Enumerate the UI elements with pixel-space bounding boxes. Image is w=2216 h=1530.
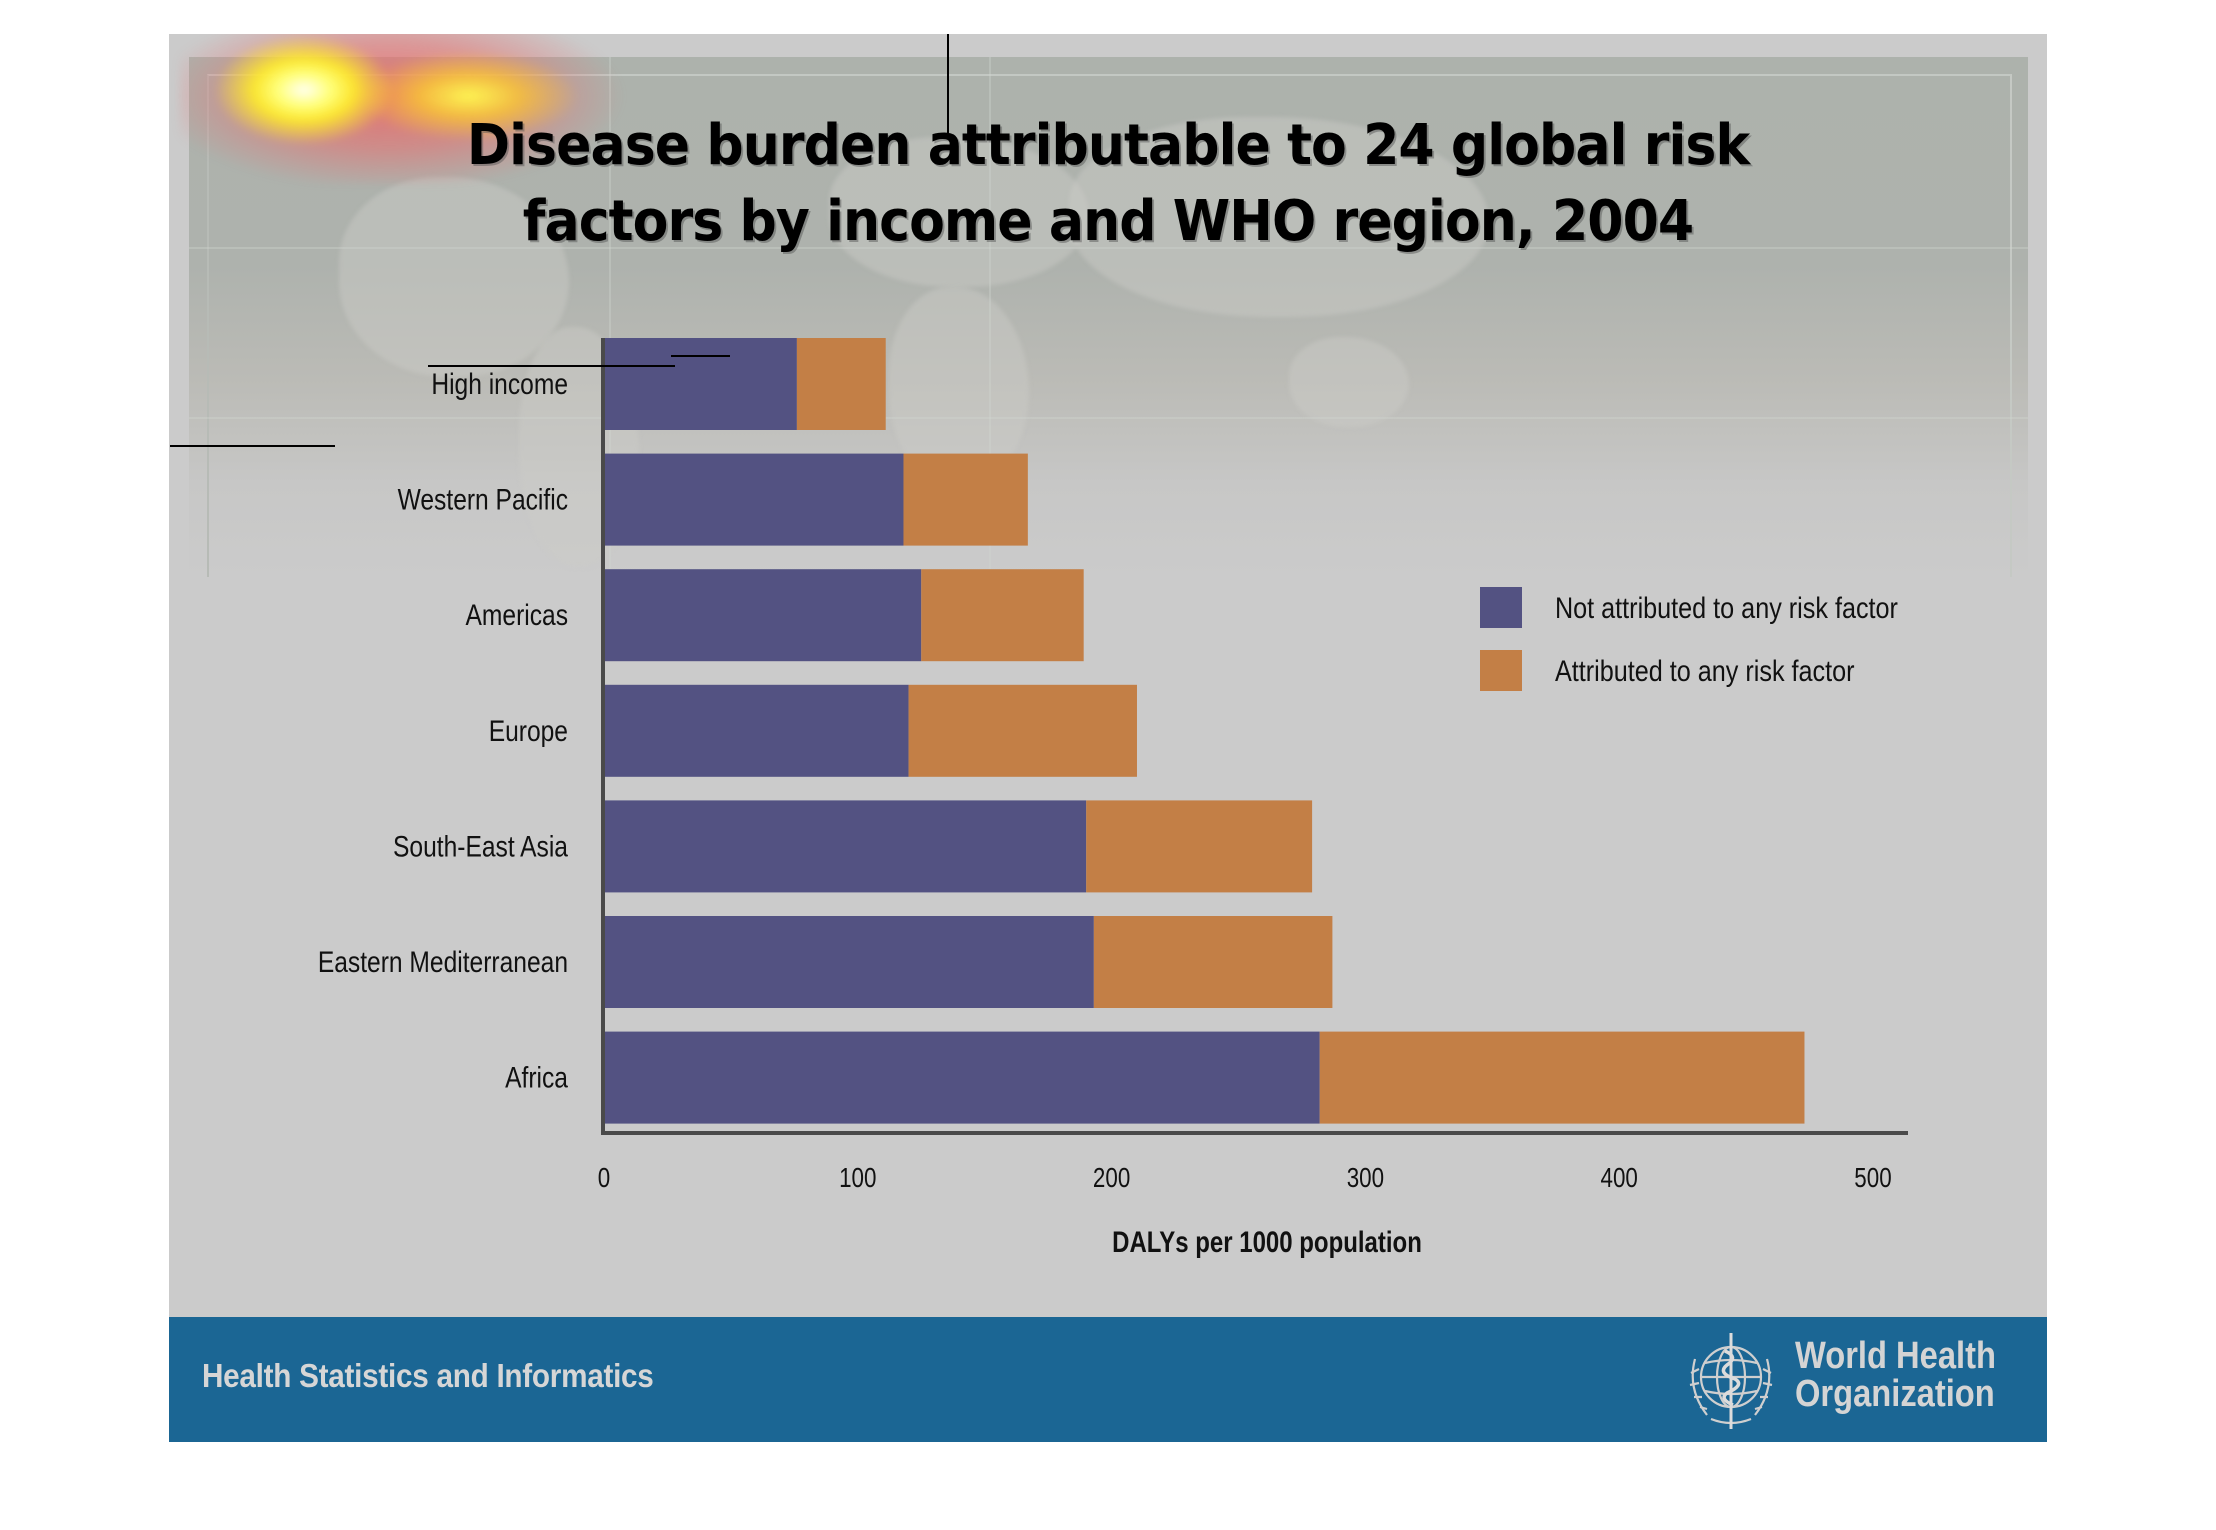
footer-department-text: Health Statistics and Informatics <box>202 1357 654 1394</box>
bar-segment-not-attributed <box>604 1031 1320 1124</box>
stray-line <box>170 445 335 447</box>
who-emblem-icon <box>1689 1333 1773 1429</box>
stray-line <box>947 34 949 134</box>
x-tick-label: 300 <box>1347 1163 1384 1194</box>
footer-bar: Health Statistics and Informatics World … <box>169 1317 2047 1442</box>
bar-segment-not-attributed <box>604 569 922 662</box>
category-labels-group: High income Western Pacific Americas Europe… <box>318 367 569 1095</box>
x-tick-labels-group: 0 100 200 300 400 500 <box>598 1163 1892 1194</box>
legend-label: Attributed to any risk factor <box>1555 654 1855 688</box>
slide-title: Disease burden attributable to 24 global… <box>235 108 1982 260</box>
who-name-line-1: World Health <box>1795 1335 1996 1377</box>
stray-line <box>428 365 675 367</box>
x-tick-label: 400 <box>1601 1163 1638 1194</box>
bar-segment-not-attributed <box>604 916 1094 1008</box>
slide: Disease burden attributable to 24 global… <box>169 34 2047 1442</box>
world-map-continent <box>1289 337 1409 427</box>
bar-segment-attributed <box>1086 800 1313 893</box>
bar-segment-not-attributed <box>604 453 904 546</box>
category-label: Western Pacific <box>398 482 568 516</box>
world-map-continent <box>829 137 1089 287</box>
x-tick-label: 0 <box>598 1163 610 1194</box>
bar-segment-not-attributed <box>604 800 1087 893</box>
x-axis-title: DALYs per 1000 population <box>1112 1224 1422 1258</box>
category-label: Africa <box>505 1060 569 1094</box>
x-tick-label: 100 <box>839 1163 876 1194</box>
legend-swatch <box>1480 650 1522 691</box>
title-line-1: Disease burden attributable to 24 global… <box>466 113 1750 178</box>
world-map-continent <box>1069 117 1489 317</box>
stacked-bar-chart: High income Western Pacific Americas Europe… <box>318 338 1908 1259</box>
x-tick-label: 200 <box>1093 1163 1130 1194</box>
category-label: South-East Asia <box>393 829 569 863</box>
bar-segment-attributed <box>1319 1031 1805 1124</box>
category-label: Eastern Mediterranean <box>318 945 568 979</box>
bar-segment-attributed <box>796 338 886 430</box>
x-tick-label: 500 <box>1854 1163 1891 1194</box>
map-grid-line <box>189 247 2028 249</box>
bar-segment-attributed <box>921 569 1084 662</box>
who-organization-name: World Health Organization <box>1795 1337 1996 1413</box>
category-label: High income <box>431 367 568 401</box>
bar-segment-not-attributed <box>604 338 797 430</box>
legend-label: Not attributed to any risk factor <box>1555 591 1898 625</box>
map-grid-line <box>189 417 2028 419</box>
title-line-2: factors by income and WHO region, 2004 <box>522 189 1694 254</box>
category-label: Americas <box>466 598 568 632</box>
who-name-line-2: Organization <box>1795 1373 1995 1415</box>
legend-swatch <box>1480 587 1522 628</box>
stray-line <box>671 355 730 357</box>
world-map-continent <box>339 177 569 377</box>
map-grid-line <box>989 57 991 577</box>
map-grid-line <box>609 57 611 577</box>
header-frame <box>207 74 2012 577</box>
bar-segment-attributed <box>1093 916 1333 1008</box>
category-label: Europe <box>489 713 568 747</box>
header-background <box>189 57 2028 577</box>
bar-segment-attributed <box>908 684 1137 777</box>
bars-group <box>604 338 1805 1124</box>
legend: Not attributed to any risk factor Attribu… <box>1480 587 1898 691</box>
bar-segment-attributed <box>903 453 1028 546</box>
bar-segment-not-attributed <box>604 684 909 777</box>
